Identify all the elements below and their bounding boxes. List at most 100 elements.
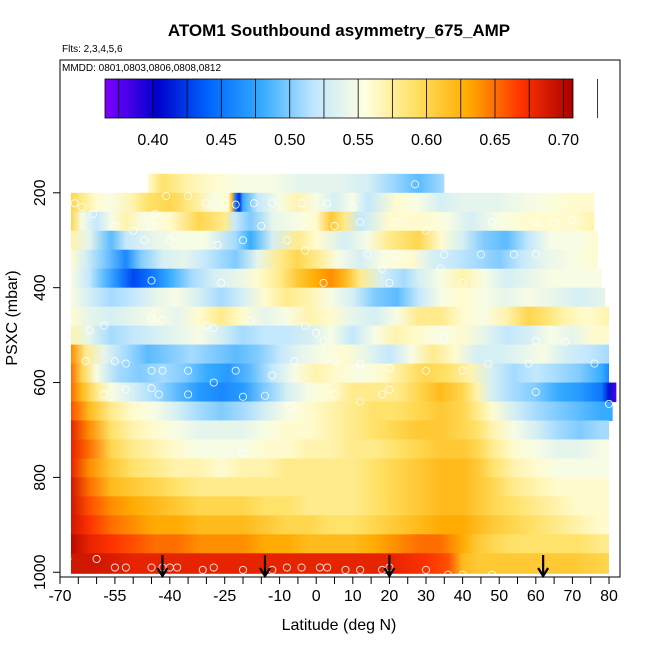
sample-point: [238, 449, 248, 458]
y-axis-label: PSXC (mbar): [4, 270, 21, 365]
x-tick-label: -55: [103, 588, 126, 605]
heatmap-layer: [70, 553, 610, 574]
sample-point: [70, 199, 79, 208]
heatmap-cell-row: [70, 363, 610, 384]
sample-point: [509, 250, 518, 259]
sample-point: [458, 366, 467, 375]
heatmap-layer: [70, 363, 610, 384]
sample-point: [129, 226, 138, 235]
heatmap-cell-row: [70, 553, 610, 574]
x-tick-label: -40: [158, 588, 181, 605]
profile-arrow-head: [537, 567, 550, 579]
sample-point: [209, 378, 218, 387]
heatmap-cell-row: [70, 420, 610, 441]
heatmap-layer: [70, 287, 606, 308]
heatmap-layer: [70, 325, 610, 346]
sample-point: [88, 210, 97, 219]
sample-point: [209, 323, 218, 333]
heatmap-cell-row: [70, 515, 610, 535]
heatmap-layer: [70, 382, 617, 403]
sample-point: [487, 218, 496, 227]
sample-point: [165, 236, 174, 245]
sample-point: [378, 390, 387, 399]
sample-point: [140, 236, 149, 245]
sample-point: [268, 199, 277, 208]
dates-label: MMDD: 0801,0803,0806,0808,0812: [62, 63, 221, 74]
x-tick-label: 40: [454, 588, 472, 605]
chart-title: ATOM1 Southbound asymmetry_675_AMP: [168, 21, 510, 40]
heatmap-cell-row: [70, 382, 617, 403]
heatmap-cell-row: [70, 287, 606, 308]
sample-point: [147, 366, 156, 375]
heatmap-layer: [70, 515, 610, 535]
colorbar: 0.40 0.45 0.50 0.55 0.60 0.65 0.70: [104, 78, 599, 149]
heatmap-layer: [70, 477, 610, 497]
sample-point: [173, 563, 182, 572]
sample-point: [184, 390, 193, 399]
colorbar-tick-label: 0.60: [411, 132, 442, 149]
heatmap-layer: [70, 192, 595, 213]
sample-point: [561, 338, 570, 347]
sample-point: [121, 563, 130, 572]
colorbar-tick-label: 0.65: [479, 132, 510, 149]
heatmap-layer: [70, 534, 610, 554]
heatmap-cell-row: [147, 173, 445, 194]
heatmap-layer: [70, 420, 610, 441]
colorbar-tick-label: 0.70: [548, 132, 579, 149]
sample-point: [301, 246, 310, 255]
sample-point: [151, 210, 160, 219]
sample-point: [110, 221, 119, 231]
y-axis: 200 400 600 800 1000: [32, 179, 60, 590]
sample-point: [260, 391, 270, 400]
sample-point: [158, 366, 167, 375]
sample-point: [421, 565, 431, 574]
sample-point: [443, 570, 453, 577]
sample-point: [110, 357, 119, 366]
sample-point: [110, 563, 119, 572]
heatmap-layer: [147, 173, 445, 194]
profile-arrows: [156, 555, 550, 579]
sample-point: [531, 336, 540, 345]
heatmap-layer: [70, 439, 610, 460]
sample-point: [77, 202, 87, 212]
sample-point: [531, 218, 540, 227]
sample-point: [436, 264, 445, 273]
sample-point: [392, 218, 401, 227]
sample-point: [249, 199, 259, 208]
sample-point: [568, 216, 577, 225]
plot-frame: [59, 59, 621, 578]
heatmap-cell-row: [70, 192, 595, 213]
sample-point: [385, 385, 394, 394]
x-tick-label: 50: [490, 588, 508, 605]
sample-point: [476, 250, 485, 259]
sample-point: [147, 384, 156, 393]
x-tick-label: 10: [344, 588, 362, 605]
y-tick-label: 800: [32, 464, 49, 491]
sample-point: [330, 357, 339, 366]
sample-point: [297, 563, 306, 572]
profile-arrow-head: [259, 567, 271, 579]
heatmap-cell-row: [70, 325, 610, 346]
sample-point: [312, 328, 321, 337]
heatmap-layer: [70, 211, 595, 232]
sample-point: [356, 359, 365, 368]
sample-point: [99, 321, 108, 330]
sample-point: [440, 333, 449, 342]
y-tick-label: 1000: [32, 554, 49, 590]
sample-point: [147, 563, 156, 572]
sample-point: [257, 221, 266, 231]
sample-point: [147, 314, 156, 323]
sample-point: [198, 565, 207, 574]
sample-point: [184, 192, 193, 201]
sample-point: [158, 315, 167, 324]
sample-point: [213, 240, 222, 250]
sample-point: [550, 218, 559, 227]
sample-point: [604, 399, 614, 408]
sample-point: [323, 199, 332, 208]
sample-point: [147, 221, 156, 231]
sample-point: [385, 278, 394, 287]
x-tick-label: -10: [268, 588, 291, 605]
sample-point: [147, 276, 156, 285]
x-axis: -70 -55 -40 -25 -10 0 10 20 30 40 50 60 70 80: [48, 577, 618, 605]
sample-point: [286, 402, 295, 411]
